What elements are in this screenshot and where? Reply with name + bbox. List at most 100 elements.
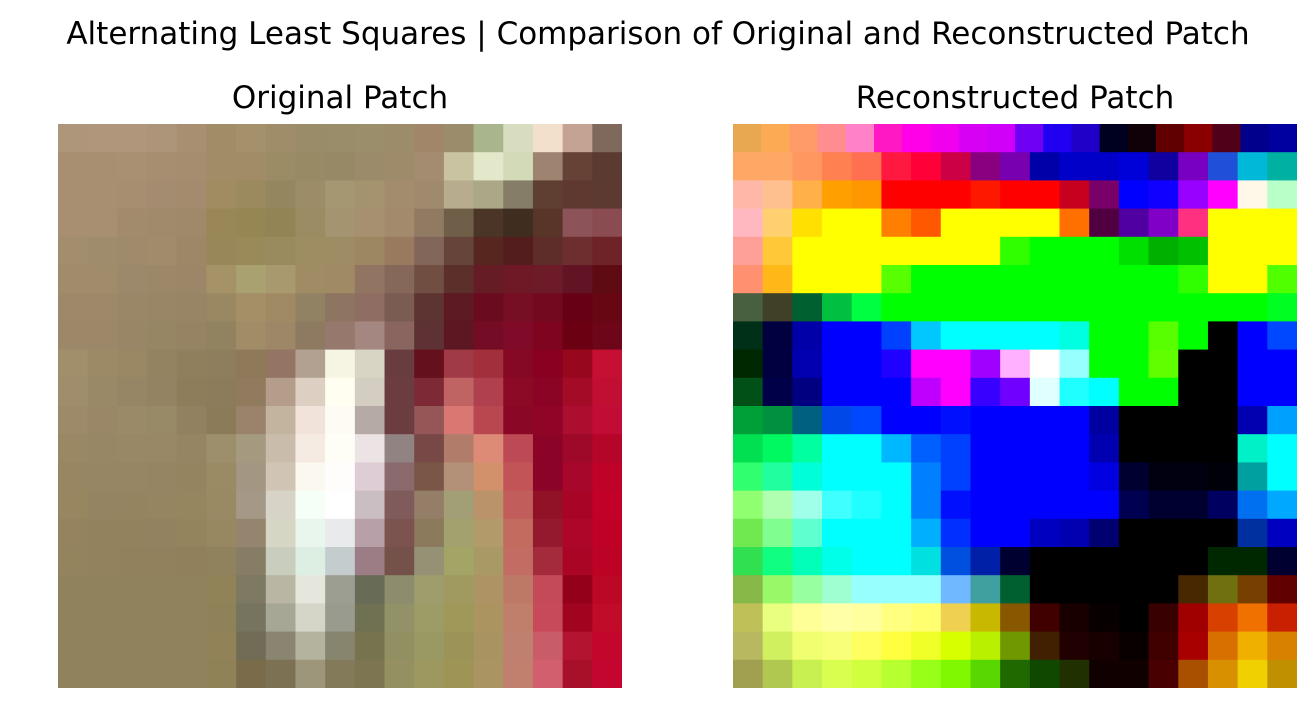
reconstructed-cell (1148, 321, 1179, 351)
original-cell (325, 659, 356, 688)
original-cell (532, 406, 564, 435)
original-cell (147, 293, 178, 322)
original-cell (443, 321, 475, 351)
reconstructed-cell (1148, 152, 1179, 181)
reconstructed-cell (822, 659, 853, 688)
original-cell (443, 434, 475, 463)
reconstructed-cell (911, 293, 942, 322)
original-cell (87, 547, 118, 576)
reconstructed-cell (1148, 603, 1179, 633)
reconstructed-cell (762, 603, 793, 633)
original-cell (473, 575, 504, 604)
reconstructed-cell (822, 575, 853, 604)
original-cell (443, 236, 475, 266)
original-cell (58, 518, 89, 548)
reconstructed-cell (1043, 124, 1072, 153)
original-cell (503, 462, 534, 492)
reconstructed-cell (792, 377, 823, 407)
reconstructed-cell (762, 659, 793, 688)
reconstructed-cell (817, 124, 847, 153)
original-cell (325, 518, 356, 548)
reconstructed-cell (881, 293, 912, 322)
reconstructed-cell (1212, 124, 1242, 153)
original-cell (325, 208, 356, 238)
reconstructed-cell (1184, 124, 1213, 153)
original-cell (206, 518, 237, 548)
reconstructed-cell (1089, 659, 1120, 688)
original-cell (592, 124, 622, 153)
original-cell (87, 349, 118, 379)
reconstructed-cell (1207, 462, 1239, 492)
original-cell (265, 321, 297, 351)
reconstructed-cell (970, 547, 1001, 576)
reconstructed-cell (851, 659, 883, 688)
reconstructed-cell (970, 293, 1001, 322)
original-cell (117, 236, 148, 266)
reconstructed-cell (1118, 152, 1150, 181)
reconstructed-cell (1118, 659, 1150, 688)
original-cell (384, 349, 415, 379)
original-cell (236, 265, 267, 294)
reconstructed-cell (911, 603, 942, 633)
reconstructed-cell (762, 180, 793, 210)
original-cell (532, 180, 564, 210)
reconstructed-cell (1267, 518, 1297, 548)
reconstructed-cell (911, 180, 942, 210)
reconstructed-cell (940, 293, 972, 322)
reconstructed-cell (1237, 490, 1268, 520)
reconstructed-cell (733, 603, 764, 633)
reconstructed-cell (1267, 490, 1297, 520)
reconstructed-cell (1089, 406, 1120, 435)
reconstructed-cell (1089, 321, 1120, 351)
original-cell (384, 518, 415, 548)
reconstructed-cell (1267, 180, 1297, 210)
reconstructed-cell (881, 631, 912, 661)
reconstructed-cell (792, 208, 823, 238)
reconstructed-cell (1178, 406, 1209, 435)
reconstructed-cell (822, 603, 853, 633)
original-cell (503, 490, 534, 520)
reconstructed-cell (1267, 631, 1297, 661)
reconstructed-cell (851, 236, 883, 266)
original-cell (265, 208, 297, 238)
reconstructed-cell (1207, 180, 1239, 210)
reconstructed-cell (1089, 547, 1120, 576)
original-cell (384, 575, 415, 604)
original-cell (176, 434, 208, 463)
original-cell (236, 603, 267, 633)
original-cell (206, 180, 237, 210)
reconstructed-cell (1118, 462, 1150, 492)
original-cell (206, 659, 237, 688)
original-cell (503, 659, 534, 688)
reconstructed-cell (1029, 236, 1061, 266)
original-cell (503, 293, 534, 322)
original-cell (592, 406, 622, 435)
original-cell (176, 406, 208, 435)
original-cell (58, 434, 89, 463)
original-cell (532, 490, 564, 520)
original-cell (325, 152, 356, 181)
original-cell (384, 659, 415, 688)
reconstructed-cell (822, 518, 853, 548)
reconstructed-cell (1237, 321, 1268, 351)
original-cell (384, 208, 415, 238)
original-cell (176, 293, 208, 322)
original-cell (58, 631, 89, 661)
reconstructed-cell (1118, 321, 1150, 351)
reconstructed-cell (911, 434, 942, 463)
reconstructed-cell (911, 321, 942, 351)
reconstructed-cell (970, 152, 1001, 181)
reconstructed-cell (1000, 208, 1031, 238)
original-cell (354, 180, 386, 210)
original-cell (384, 377, 415, 407)
reconstructed-cell (792, 406, 823, 435)
reconstructed-cell (1000, 321, 1031, 351)
original-cell (473, 377, 504, 407)
original-cell (473, 659, 504, 688)
original-cell (354, 377, 386, 407)
original-cell (325, 321, 356, 351)
reconstructed-cell (1207, 603, 1239, 633)
reconstructed-cell (881, 659, 912, 688)
reconstructed-cell (733, 406, 764, 435)
original-cell (295, 631, 326, 661)
